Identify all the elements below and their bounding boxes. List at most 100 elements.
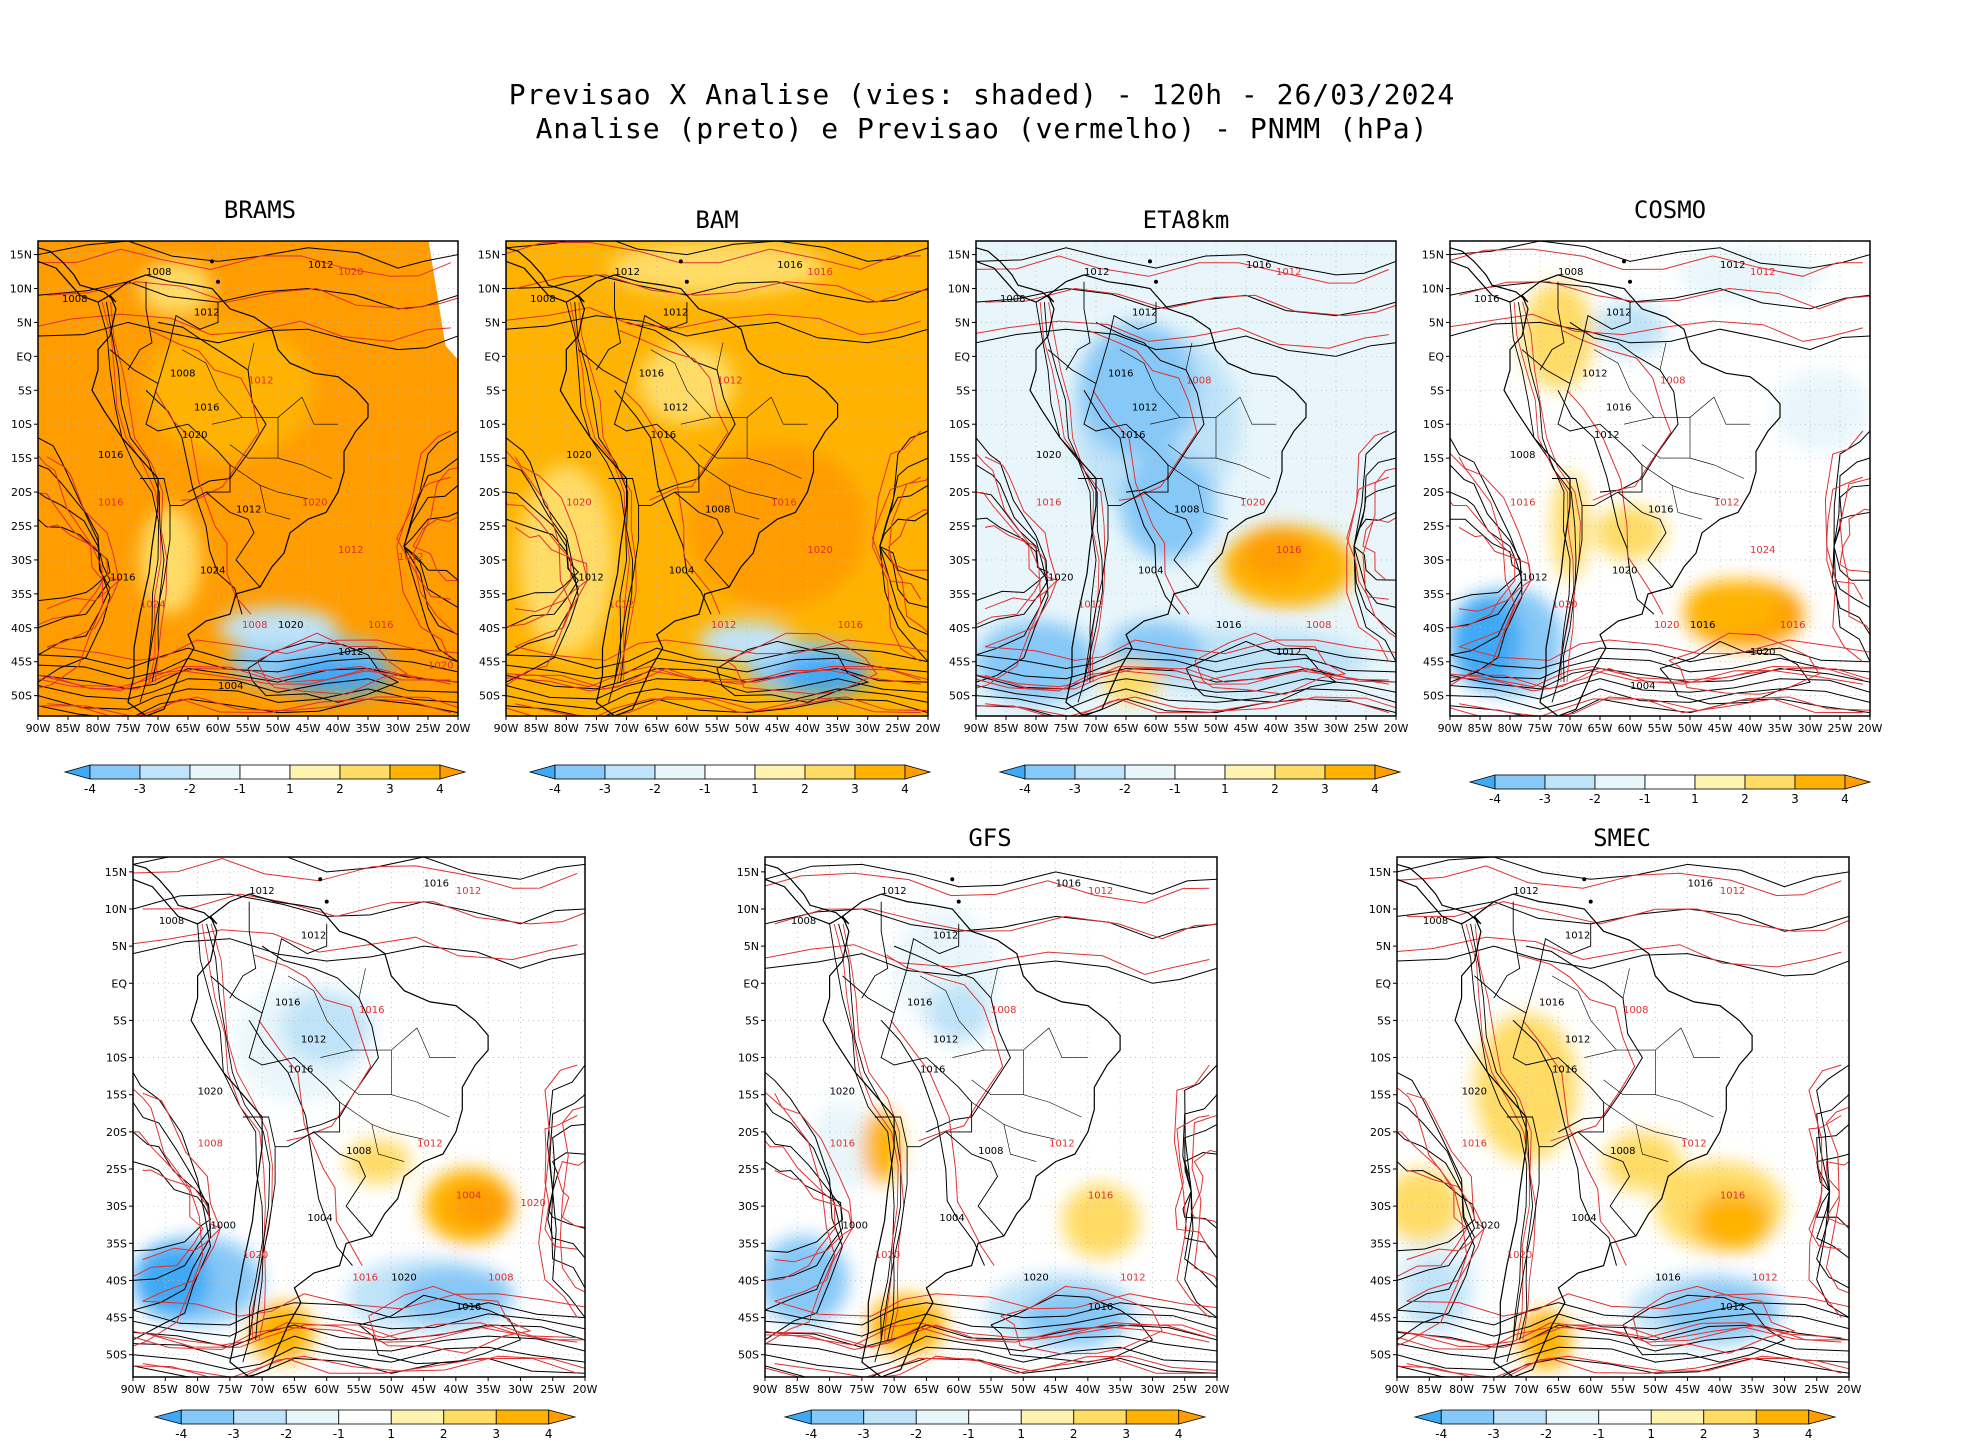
state-border: [728, 485, 760, 520]
analysis-isobar-label: 1016: [1606, 403, 1631, 414]
bias-blob: [1450, 593, 1522, 689]
lat-tick-label: 50S: [479, 690, 500, 703]
country-border: [842, 975, 973, 1148]
analysis-isobar-label: 1004: [939, 1213, 964, 1224]
forecast-isobar: [1562, 330, 1672, 501]
lat-tick-label: 25S: [949, 520, 970, 533]
lat-tick-label: 5S: [1430, 384, 1444, 397]
lat-tick-label: 20S: [1370, 1126, 1391, 1139]
south-america-coastline: [559, 274, 839, 716]
analysis-isobar-label: 1012: [1522, 572, 1547, 583]
colorbar-box: [1440, 1409, 1495, 1425]
analysis-isobar: [990, 1294, 1154, 1363]
forecast-isobar: [1839, 508, 1870, 574]
analysis-isobar: [1450, 281, 1870, 310]
lat-tick-label: 45S: [949, 656, 970, 669]
state-border: [326, 1020, 418, 1051]
analysis-isobar-label: 1016: [1655, 1272, 1680, 1283]
state-border: [686, 390, 772, 418]
forecast-isobar: [774, 1092, 853, 1302]
forecast-isobar: [765, 872, 1210, 904]
forecast-isobar-label: 1020: [1552, 599, 1577, 610]
colorbar-box: [1703, 1409, 1757, 1425]
colorbar-label: 4: [1371, 782, 1379, 796]
colorbar-gfs: -4 -3 -2 -1 1 2 3 4: [783, 1409, 1207, 1441]
lon-tick-label: 30W: [508, 1383, 533, 1396]
forecast-isobar-label: 1012: [1752, 1272, 1777, 1283]
country-border: [1095, 302, 1157, 384]
forecast-isobar-label: 1020: [338, 267, 363, 278]
state-border: [1603, 1079, 1656, 1095]
forecast-isobar-label: 1020: [1507, 1250, 1532, 1261]
lon-tick-label: 40W: [1707, 1383, 1732, 1396]
country-border: [1143, 491, 1199, 588]
lat-tick-label: 10N: [948, 283, 970, 296]
lon-tick-label: 45W: [411, 1383, 436, 1396]
forecast-isobar: [38, 248, 451, 277]
forecast-isobar: [1632, 1285, 1796, 1354]
country-border: [242, 1146, 276, 1363]
map-eta8km: 1012 1016 1008 1012 1016 1012 1020 1016 1008 1004…: [948, 240, 1409, 735]
lon-tick-label: 65W: [644, 722, 669, 735]
analysis-isobar: [880, 1020, 985, 1266]
colorbar-label: 2: [336, 782, 344, 796]
analysis-isobar: [506, 518, 580, 602]
panel-title-brams: BRAMS: [223, 196, 297, 224]
lat-tick-label: 25S: [738, 1163, 759, 1176]
lon-tick-label: 90W: [494, 722, 519, 735]
lon-tick-label: 30W: [855, 722, 880, 735]
forecast-isobar-label: 1016: [771, 498, 796, 509]
lon-tick-label: 45W: [1234, 722, 1259, 735]
analysis-isobar: [1557, 390, 1655, 615]
lon-tick-label: 80W: [86, 722, 111, 735]
analysis-isobar: [546, 1064, 585, 1318]
lon-tick-label: 30W: [386, 722, 411, 735]
lat-tick-label: EQ: [111, 977, 127, 990]
lat-tick-label: 50S: [11, 690, 32, 703]
colorbar-box: [139, 764, 191, 780]
forecast-isobar: [133, 1131, 204, 1278]
colorbar-box: [1598, 1409, 1652, 1425]
analysis-isobar: [247, 640, 400, 703]
forecast-isobar: [1406, 1170, 1485, 1261]
country-border: [861, 901, 889, 999]
analysis-isobar: [248, 1020, 353, 1266]
lat-tick-label: EQ: [1428, 350, 1444, 363]
lon-tick-label: 35W: [356, 722, 381, 735]
forecast-isobar-label: 1012: [1720, 886, 1745, 897]
lon-tick-label: 65W: [1546, 1383, 1571, 1396]
analysis-isobar-label: 1008: [146, 267, 171, 278]
state-border: [698, 464, 778, 500]
state-border: [416, 1027, 456, 1058]
colorbar-label: -2: [1540, 1427, 1552, 1441]
analysis-isobar: [1184, 1064, 1217, 1318]
forecast-isobar-label: 1020: [1654, 620, 1679, 631]
forecast-isobar: [142, 1169, 222, 1261]
bias-blob: [449, 1183, 514, 1229]
lat-tick-label: 10S: [479, 418, 500, 431]
analysis-isobar-label: 1008: [170, 369, 195, 380]
map-panel5: 1012 1016 1008 1012 1016 1012 1020 1016 1008 1004…: [105, 856, 598, 1396]
lon-tick-label: 55W: [1174, 722, 1199, 735]
analysis-isobar-label: 1008: [62, 294, 87, 305]
forecast-isobar: [1174, 1115, 1210, 1250]
lon-tick-label: 45W: [1675, 1383, 1700, 1396]
forecast-isobar: [976, 698, 1389, 716]
state-border: [1239, 396, 1276, 425]
state-border: [229, 444, 278, 459]
colorbar-label: 3: [1122, 1427, 1130, 1441]
analysis-isobar: [1659, 640, 1811, 705]
panel-title-bam: BAM: [695, 206, 739, 234]
analysis-isobar-label: 1008: [159, 916, 184, 927]
forecast-isobar: [774, 1293, 1217, 1317]
state-border: [680, 417, 712, 425]
analysis-isobar-label: 1016: [1120, 430, 1145, 441]
forecast-isobar: [890, 1020, 995, 1266]
lat-tick-label: 10S: [949, 418, 970, 431]
forecast-isobar: [412, 467, 458, 636]
lat-tick-label: 15N: [478, 249, 500, 262]
analysis-isobar: [1450, 518, 1523, 602]
lon-tick-label: 60W: [674, 722, 699, 735]
forecast-isobar: [886, 954, 1004, 1142]
lon-tick-label: 50W: [379, 1383, 404, 1396]
